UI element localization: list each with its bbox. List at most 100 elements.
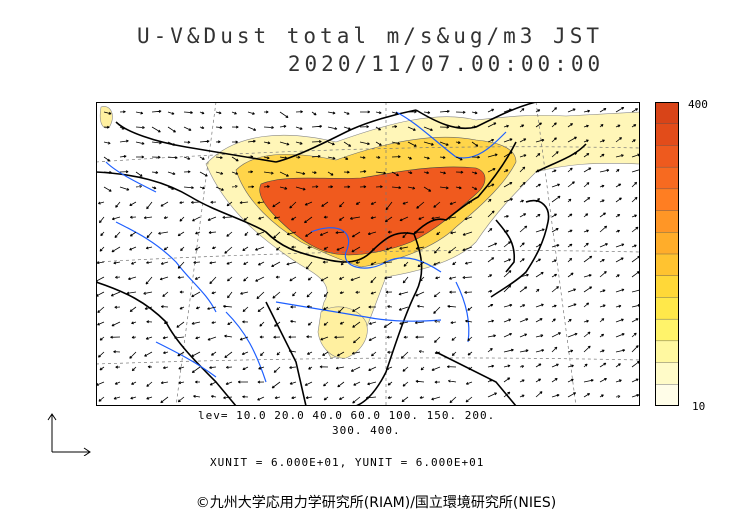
wind-arrow xyxy=(599,168,610,173)
wind-arrow xyxy=(179,290,185,294)
wind-arrow xyxy=(290,305,296,309)
wind-arrow xyxy=(279,156,288,160)
wind-arrow xyxy=(209,381,217,386)
wind-arrow xyxy=(256,231,265,236)
wind-arrow xyxy=(464,261,473,265)
wind-arrow xyxy=(415,335,425,339)
wind-arrow xyxy=(535,228,545,233)
wind-arrow xyxy=(160,261,169,265)
wind-arrow xyxy=(615,395,621,399)
wind-arrow xyxy=(551,286,559,293)
wind-arrow xyxy=(183,170,191,174)
wind-arrow xyxy=(176,321,185,328)
wind-arrow xyxy=(183,111,193,114)
wind-arrow xyxy=(551,122,557,128)
wind-arrow xyxy=(391,125,398,129)
wind-arrow xyxy=(241,351,249,355)
wind-arrow xyxy=(222,304,233,308)
wind-arrow xyxy=(583,242,589,248)
wind-arrow xyxy=(258,216,265,220)
wind-arrow xyxy=(307,276,313,281)
wind-arrow xyxy=(147,365,153,369)
wind-arrow xyxy=(385,201,393,211)
wind-arrow xyxy=(211,351,217,356)
wind-arrow xyxy=(194,276,201,280)
wind-arrow xyxy=(226,261,233,265)
wind-arrow xyxy=(535,122,542,128)
wind-arrow xyxy=(449,396,457,404)
wind-arrow xyxy=(343,170,350,174)
wind-arrow xyxy=(353,381,361,386)
wind-arrow xyxy=(162,366,169,370)
colorbar-cell xyxy=(655,340,679,364)
wind-arrow xyxy=(247,111,255,115)
wind-arrow xyxy=(434,336,441,343)
wind-arrow xyxy=(257,306,265,312)
wind-arrow xyxy=(131,335,137,339)
wind-arrow xyxy=(583,379,594,383)
wind-arrow xyxy=(160,201,169,207)
wind-arrow xyxy=(207,216,217,221)
wind-arrow xyxy=(223,396,233,400)
wind-arrow xyxy=(371,351,377,357)
wind-arrow xyxy=(151,109,162,113)
wind-arrow xyxy=(295,171,306,175)
wind-arrow xyxy=(535,138,545,143)
wind-arrow xyxy=(163,216,169,219)
wind-arrow xyxy=(567,332,578,338)
wind-arrow xyxy=(352,396,361,404)
wind-arrow xyxy=(99,246,105,252)
wind-arrow xyxy=(103,156,111,162)
wind-arrow xyxy=(113,396,121,400)
wind-arrow xyxy=(583,302,590,308)
wind-arrow xyxy=(583,255,593,263)
wind-arrow xyxy=(420,366,425,371)
wind-arrow xyxy=(193,260,201,264)
wind-arrow xyxy=(402,381,409,387)
wind-arrow xyxy=(370,201,377,205)
wind-arrow xyxy=(271,381,281,389)
wind-arrow xyxy=(615,304,622,308)
wind-arrow xyxy=(487,198,492,203)
wind-arrow xyxy=(631,378,639,383)
wind-arrow xyxy=(451,351,457,356)
wind-arrow xyxy=(447,216,457,220)
wind-arrow xyxy=(199,126,205,129)
wind-arrow xyxy=(391,171,400,177)
wind-arrow xyxy=(615,214,621,218)
colorbar-cell xyxy=(655,102,679,125)
wind-arrow xyxy=(449,290,457,294)
wind-arrow xyxy=(279,186,288,190)
wind-arrow xyxy=(210,395,217,398)
wind-arrow xyxy=(259,335,265,339)
wind-arrow xyxy=(263,141,271,145)
wind-arrow xyxy=(365,396,377,400)
wind-arrow xyxy=(195,306,201,310)
wind-arrow xyxy=(352,321,361,328)
wind-arrow xyxy=(191,291,201,298)
wind-arrow xyxy=(503,391,511,398)
wind-arrow xyxy=(551,137,557,143)
wind-arrow xyxy=(338,216,345,221)
wind-arrow xyxy=(599,199,605,203)
wind-arrow xyxy=(279,141,290,146)
wind-arrow xyxy=(191,321,201,325)
wind-arrow xyxy=(327,126,338,130)
wind-arrow xyxy=(295,141,303,145)
wind-arrow xyxy=(487,319,495,323)
wind-arrow xyxy=(431,396,441,401)
wind-arrow xyxy=(487,290,493,293)
wind-arrow xyxy=(398,291,409,296)
wind-arrow xyxy=(487,364,495,368)
wind-arrow xyxy=(631,139,636,143)
wind-arrow xyxy=(355,201,361,205)
wind-arrow xyxy=(551,363,559,368)
wind-arrow xyxy=(209,276,217,285)
wind-arrow xyxy=(615,349,626,353)
wind-arrow xyxy=(311,154,321,158)
graticule xyxy=(96,102,640,406)
wind-arrow xyxy=(583,345,591,353)
wind-arrow xyxy=(247,126,257,131)
wind-arrow xyxy=(419,396,425,399)
wind-arrow xyxy=(375,171,387,175)
